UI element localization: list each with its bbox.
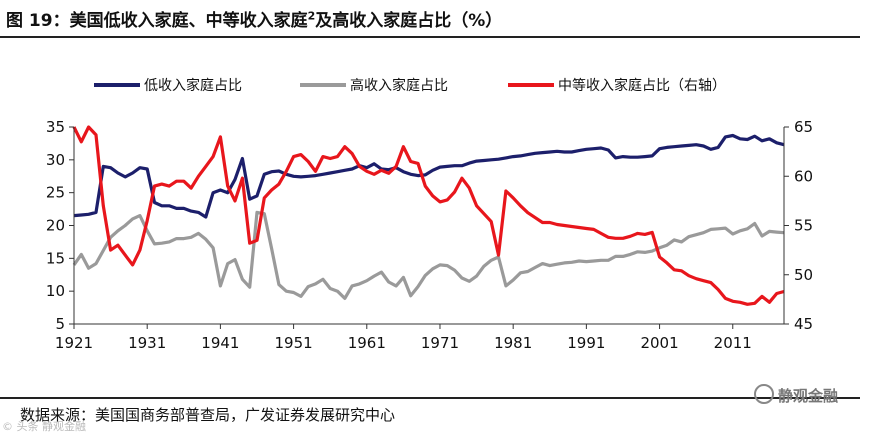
- y-left-tick-label: 25: [46, 184, 65, 202]
- legend-label-2: 中等收入家庭占比（右轴）: [558, 77, 726, 94]
- top-rule: [0, 36, 860, 38]
- x-tick-label: 2001: [640, 334, 678, 352]
- wechat-icon: [753, 384, 774, 404]
- watermark: 静观金融: [753, 384, 838, 406]
- x-tick-label: 1971: [421, 334, 459, 352]
- y-left-tick-label: 20: [46, 217, 65, 235]
- y-right-tick-label: 65: [794, 118, 813, 136]
- series-line-1: [72, 210, 785, 300]
- y-left-tick-label: 10: [46, 282, 65, 300]
- x-tick-label: 1951: [274, 334, 312, 352]
- bottom-rule: [0, 397, 860, 399]
- plot-area: [72, 125, 785, 306]
- figure-title: 图 19：美国低收入家庭、中等收入家庭2及高收入家庭占比（%）: [6, 6, 502, 31]
- series-line-0: [73, 133, 785, 219]
- y-left-tick-label: 35: [46, 118, 65, 136]
- y-left-tick-label: 5: [55, 315, 65, 333]
- figure-title-superscript: 2: [307, 9, 316, 23]
- x-tick-label: 1931: [128, 334, 166, 352]
- source-note: 数据来源：美国国商务部普查局，广发证券发展研究中心: [20, 406, 396, 424]
- x-tick-label: 1941: [201, 334, 239, 352]
- watermark-text: 静观金融: [777, 387, 838, 405]
- figure-title-tail: 及高收入家庭占比（%）: [315, 11, 503, 31]
- y-right-tick-label: 55: [794, 217, 813, 235]
- legend-label-1: 高收入家庭占比: [350, 77, 448, 94]
- x-tick-label: 2011: [714, 334, 752, 352]
- x-tick-label: 1981: [494, 334, 532, 352]
- x-tick-label: 1961: [348, 334, 386, 352]
- y-right-tick-label: 50: [794, 266, 813, 284]
- y-left-tick-label: 30: [46, 151, 65, 169]
- series-line-2: [72, 125, 785, 306]
- chart-axes: 5 10 15 20 25 30 35 45 50 55 60 65 1921 1931 1941 1951 1…: [46, 118, 813, 352]
- y-right-tick-label: 60: [794, 167, 813, 185]
- corner-watermark: © 头条 静观金融: [2, 420, 86, 433]
- y-right-tick-label: 45: [794, 315, 813, 333]
- figure-title-text: 图 19：美国低收入家庭、中等收入家庭: [6, 11, 308, 31]
- x-tick-label: 1991: [567, 334, 605, 352]
- y-left-tick-label: 15: [46, 249, 65, 267]
- chart-legend: 低收入家庭占比 高收入家庭占比 中等收入家庭占比（右轴）: [94, 77, 726, 94]
- x-tick-label: 1921: [55, 334, 93, 352]
- legend-label-0: 低收入家庭占比: [144, 77, 242, 94]
